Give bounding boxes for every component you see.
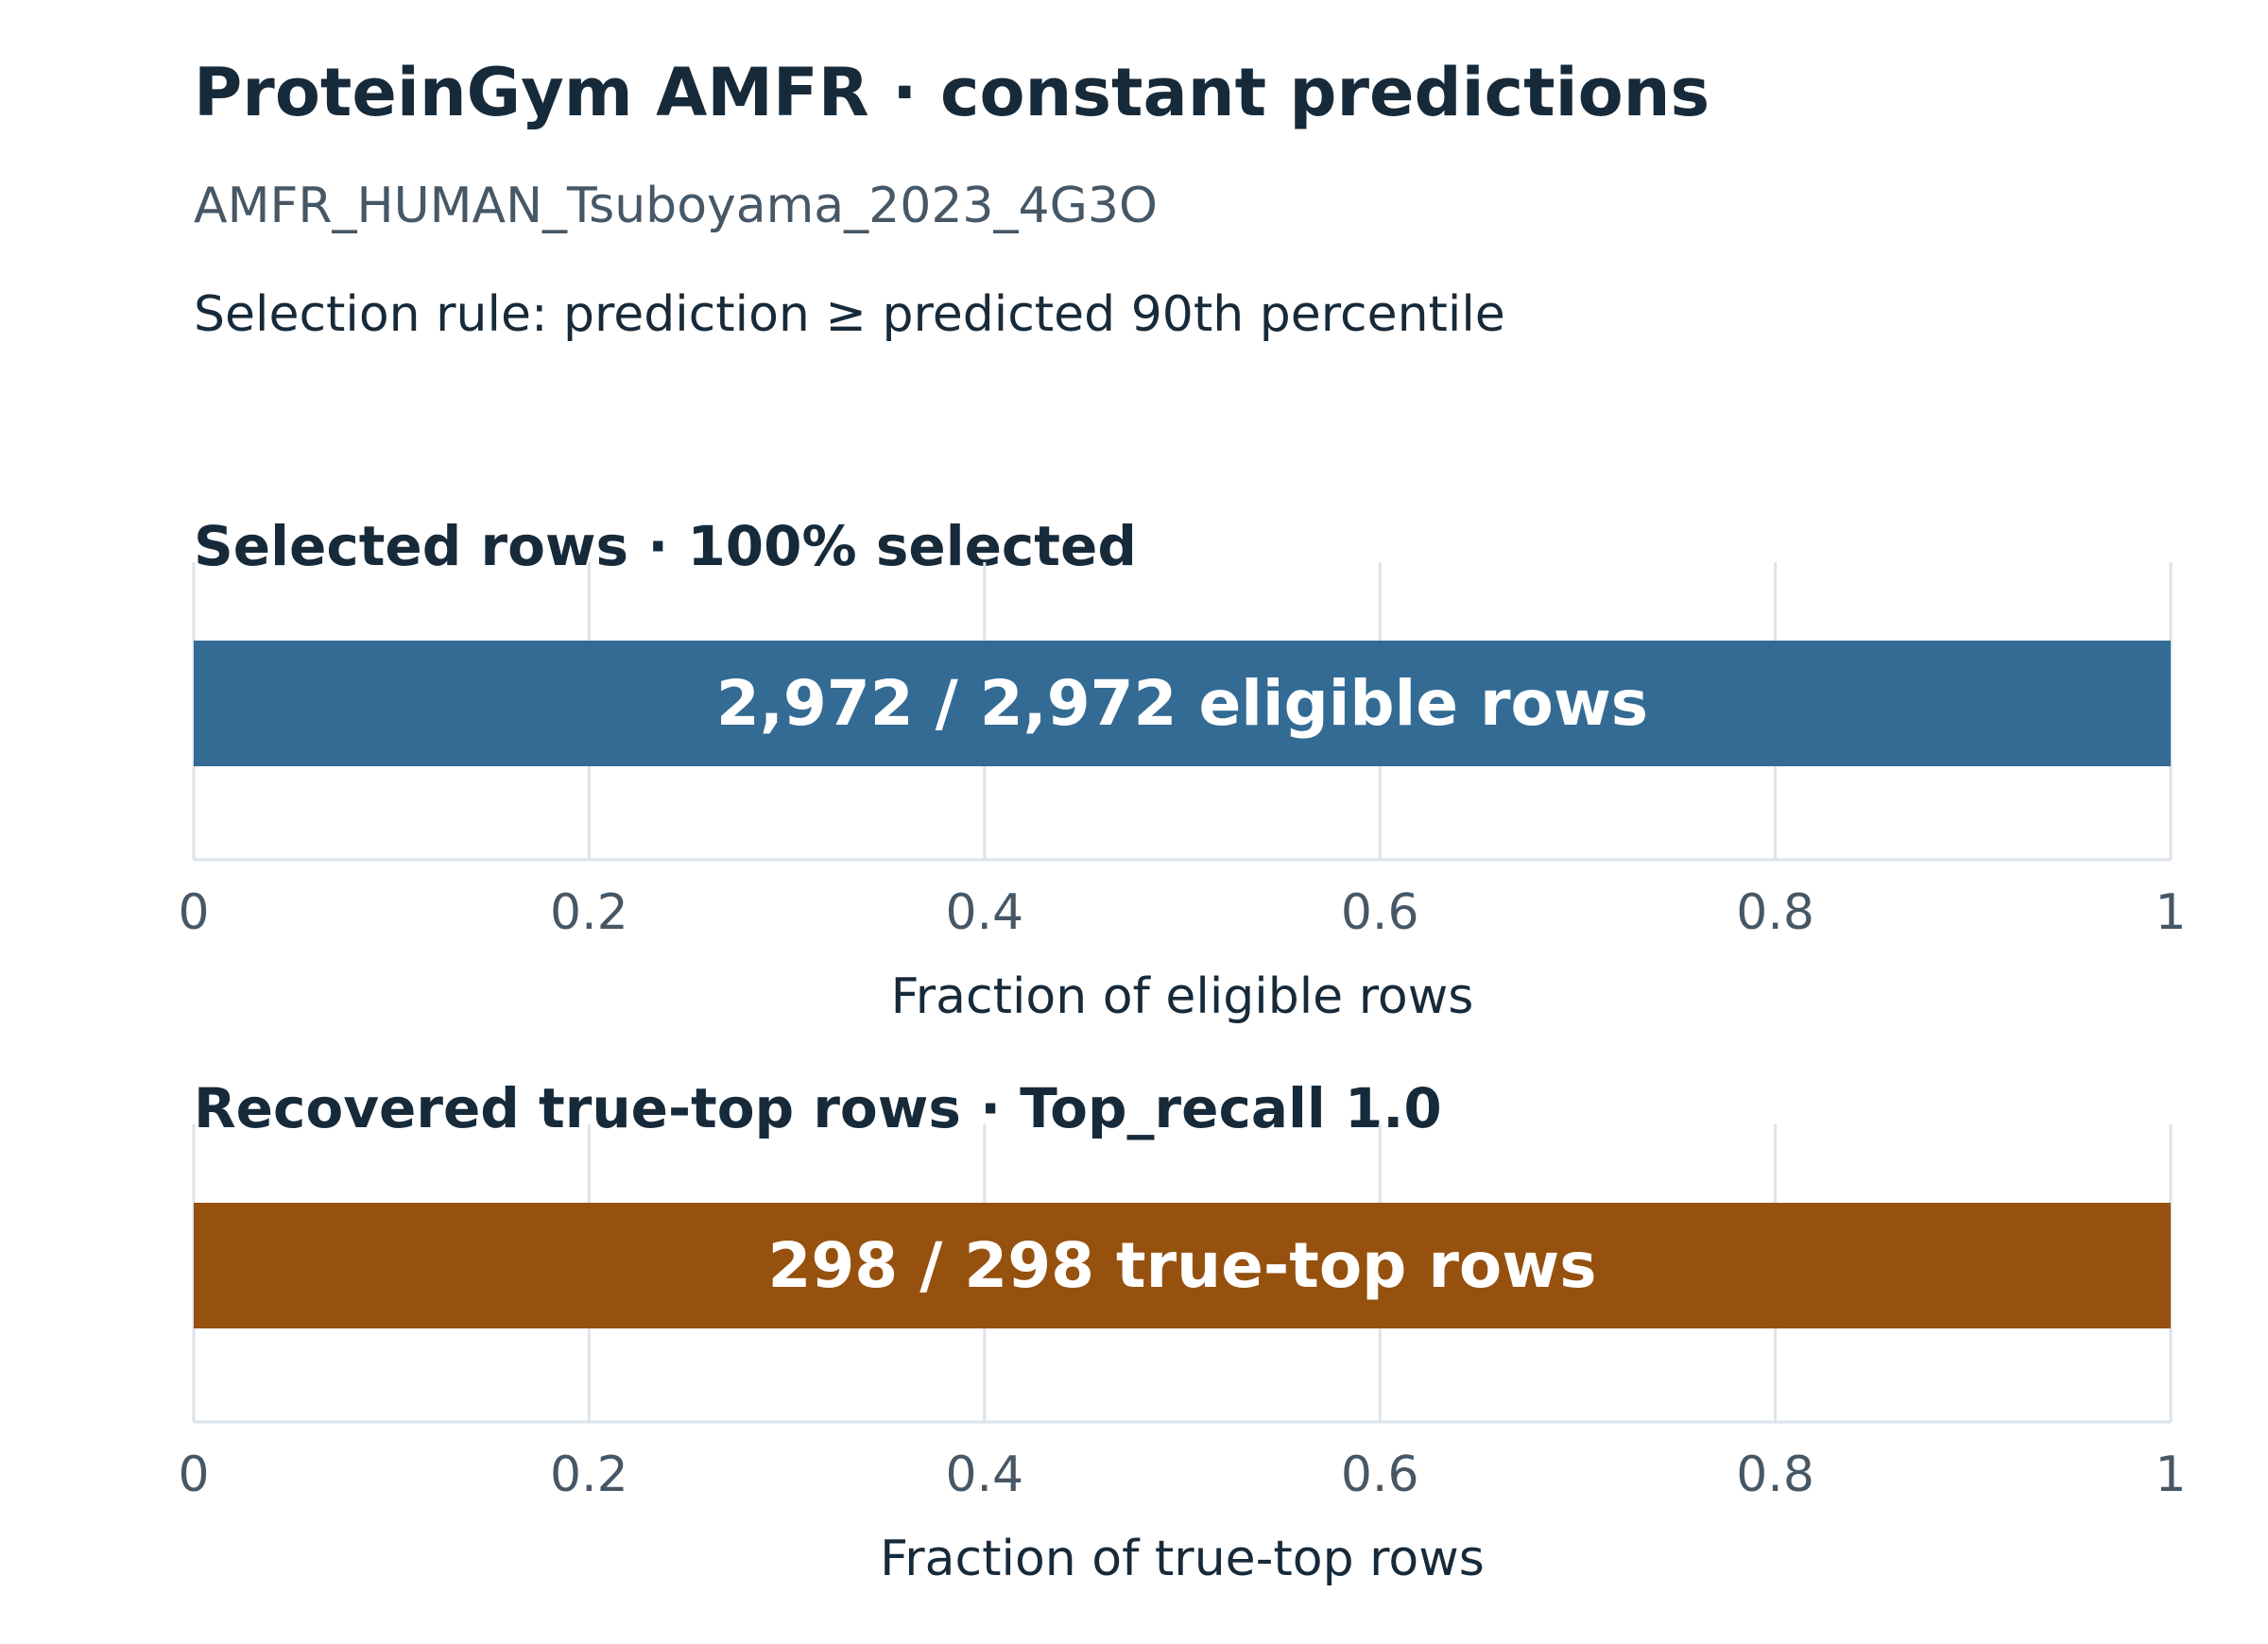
panel-title: Selected rows · 100% selected (194, 514, 1137, 578)
x-tick-label: 0.2 (550, 884, 628, 941)
selected-rows-panel: Selected rows · 100% selected Fraction o… (178, 514, 2186, 1025)
recovered-rows-panel: Recovered true-top rows · Top_recall 1.0… (178, 1076, 2186, 1587)
x-tick-label: 0 (178, 1447, 209, 1503)
x-tick-label: 0.8 (1736, 1447, 1814, 1503)
x-tick-label: 0.4 (945, 1447, 1023, 1503)
bar-data-label: 2,972 / 2,972 eligible rows (716, 667, 1648, 740)
x-tick-label: 0.6 (1341, 884, 1419, 941)
x-axis-label: Fraction of true-top rows (880, 1531, 1485, 1587)
x-tick-label: 0.2 (550, 1447, 628, 1503)
panel-title: Recovered true-top rows · Top_recall 1.0 (194, 1076, 1442, 1140)
x-tick-label: 0.8 (1736, 884, 1814, 941)
bar (194, 1203, 2171, 1328)
x-tick-label: 0.4 (945, 884, 1023, 941)
dataset-subtitle: AMFR_HUMAN_Tsuboyama_2023_4G3O (194, 178, 1158, 234)
x-tick-label: 1 (2155, 884, 2186, 941)
selection-rule: Selection rule: prediction ≥ predicted 9… (194, 286, 1505, 343)
x-axis-label: Fraction of eligible rows (891, 968, 1474, 1025)
bar-data-label: 298 / 298 true-top rows (767, 1229, 1596, 1302)
bar (194, 641, 2171, 766)
chart-title: ProteinGym AMFR · constant predictions (194, 54, 1710, 131)
x-tick-label: 1 (2155, 1447, 2186, 1503)
x-tick-label: 0.6 (1341, 1447, 1419, 1503)
x-tick-label: 0 (178, 884, 209, 941)
